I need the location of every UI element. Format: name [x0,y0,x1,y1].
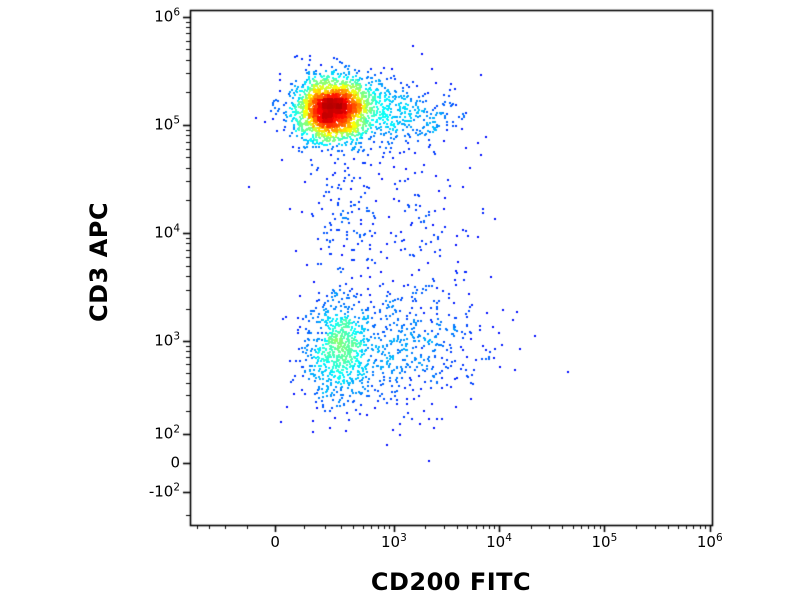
y-tick-label-10^6: 106 [154,6,180,26]
x-tick-label-10^6: 106 [696,532,723,551]
x-tick-label-10^3: 103 [381,532,407,551]
y-tick-label-10^5: 105 [154,114,180,134]
x-tick-label-10^4: 104 [486,532,512,551]
y-tick-label-10^4: 104 [154,222,180,242]
y-tick-label-10^2: 102 [154,423,180,443]
y-tick-label-0: 0 [170,453,180,472]
x-tick-label-10^5: 105 [591,532,618,551]
x-axis-title: CD200 FITC [370,568,532,596]
y-tick-label--10^2: -102 [148,481,180,501]
y-axis-title: CD3 APC [85,202,113,322]
x-tick-label-0: 0 [270,533,280,551]
y-tick-label-10^3: 103 [154,330,180,350]
